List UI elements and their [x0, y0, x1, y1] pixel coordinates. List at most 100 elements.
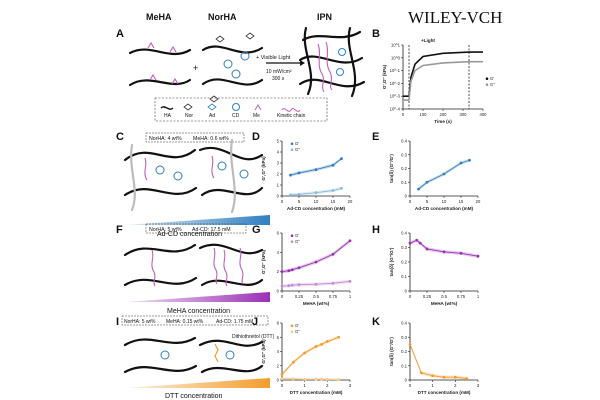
x-tick-label: 15 [459, 199, 464, 204]
confidence-band [282, 335, 339, 377]
panel-i-gradient-label: DTT concentration [165, 393, 223, 400]
light-label: + Visible Light [256, 55, 291, 61]
y-tick-label: 0 [405, 289, 408, 294]
norha-chain-1 [201, 45, 264, 54]
y-axis-label: G',G'' (kPa) [261, 339, 266, 364]
x-tick-label: 2 [454, 383, 457, 388]
x-tick-label: 10 [442, 199, 447, 204]
reaction-arrowhead [300, 60, 305, 66]
data-point [337, 378, 341, 382]
x-tick-label: 0.75 [457, 294, 466, 299]
panel-c-chain-1 [123, 148, 197, 162]
panel-f-tag-a: NorHA: 5 wt% [149, 227, 182, 233]
ipn-title: IPN [317, 12, 332, 22]
x-axis-label: MeHA (wt%) [431, 301, 458, 306]
data-point [325, 340, 329, 343]
meha-me-group-2 [169, 45, 177, 53]
data-point [340, 186, 343, 190]
data-point [325, 378, 329, 381]
data-point [340, 157, 343, 161]
y-tick-label: 10^1 [391, 43, 401, 48]
x-tick-label: 0 [409, 383, 412, 388]
y-tick-label: 0.1 [401, 363, 407, 368]
ad-group-3 [209, 95, 219, 103]
y-tick-label: 5 [277, 139, 280, 144]
series-line [409, 344, 467, 380]
y-tick-label: 0 [277, 194, 280, 199]
series-line [281, 336, 339, 375]
data-point [408, 342, 412, 346]
x-tick-label: 0.75 [329, 294, 338, 299]
y-tick-label: 2 [277, 172, 280, 177]
confidence-band [410, 342, 467, 380]
light-time: 300 s [272, 76, 285, 82]
data-point [297, 171, 301, 175]
data-point [280, 270, 284, 274]
panel-i-chain-2 [123, 364, 198, 374]
meha-chain-1 [128, 48, 192, 56]
y-tick-label: 2 [277, 269, 280, 274]
series-line [403, 51, 483, 97]
legend-nor-icon [183, 103, 193, 111]
y-axis-label: tan(δ) (G''/G') [389, 247, 394, 276]
x-axis-label: Time (s) [434, 119, 452, 124]
meha-chain-2 [128, 78, 192, 87]
x-tick-label: 0.5 [441, 294, 447, 299]
light-on-label: +Light [421, 38, 435, 43]
y-axis-label: tan(δ) (G''/G') [389, 337, 394, 366]
panel-c-cd-1 [155, 165, 165, 175]
y-tick-label: 10^-3 [390, 94, 401, 99]
panel-i-cd-1 [160, 350, 170, 360]
data-point [290, 283, 294, 287]
panel-c-cd-2 [173, 171, 183, 181]
panel-f-gradient-label: MeHA concentration [167, 308, 230, 315]
legend-ha: HA [164, 113, 172, 119]
panel-f-kinetic-1 [151, 249, 156, 287]
x-axis-label: Ad-CD concentration (mM) [415, 206, 474, 211]
data-point [291, 377, 295, 381]
y-tick-label: 0 [405, 194, 408, 199]
y-tick-label: 10^-4 [390, 107, 401, 112]
y-tick-label: 10^0 [391, 55, 401, 60]
publisher-logo: WILEY-VCH [408, 8, 502, 27]
data-point [476, 254, 480, 258]
data-point [348, 279, 352, 283]
data-point [297, 283, 301, 287]
y-tick-label: 0.2 [401, 349, 407, 354]
y-tick-label: 0.1 [401, 274, 407, 279]
panel-i-chain-4 [200, 364, 264, 374]
data-point [297, 192, 301, 196]
data-point [280, 377, 284, 380]
y-tick-label: 2 [277, 363, 280, 368]
panel-c-chain-6 [230, 138, 236, 214]
x-tick-label: 200 [440, 112, 448, 117]
data-point [419, 371, 423, 375]
x-tick-label: 5 [298, 199, 301, 204]
y-tick-label: 6 [277, 231, 280, 236]
data-point [280, 372, 284, 376]
norha-title: NorHA [208, 12, 237, 22]
panel-i-gradient [126, 378, 270, 388]
x-tick-label: 3 [477, 383, 480, 388]
legend-nor: Nor [185, 113, 193, 119]
x-tick-label: 0.5 [313, 294, 319, 299]
legend-box [154, 97, 328, 122]
data-point [431, 374, 435, 378]
legend-marker [290, 234, 294, 237]
data-point [408, 241, 412, 245]
y-tick-label: 1 [277, 183, 280, 188]
y-tick-label: 8 [277, 321, 280, 326]
x-tick-label: 0 [409, 199, 412, 204]
panel-c-tag-b: MeHA: 0.6 wt% [193, 136, 229, 142]
panel-c-cd-4 [239, 169, 249, 179]
panel-c-kinetic-2 [211, 155, 215, 179]
panel-letter-h: H [372, 224, 380, 236]
y-tick-label: 0.4 [401, 321, 407, 326]
data-point [425, 247, 429, 251]
data-point [418, 241, 422, 245]
legend-marker [485, 83, 489, 86]
y-tick-label: 6 [277, 335, 280, 340]
legend-marker [290, 324, 294, 328]
x-axis-label: Ad-CD concentration (mM) [287, 206, 346, 211]
